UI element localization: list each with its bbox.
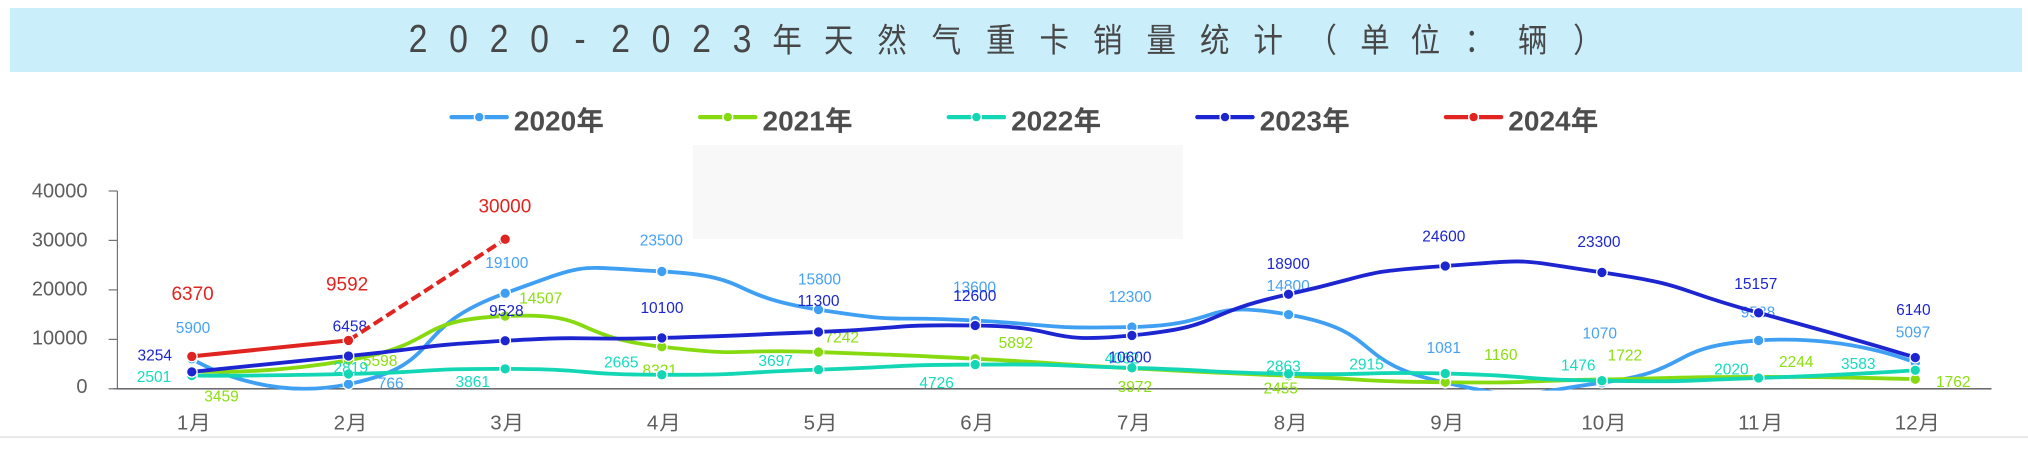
svg-text:3: 3 — [490, 412, 501, 435]
svg-text:18900: 18900 — [1267, 256, 1310, 273]
svg-text:5: 5 — [804, 412, 815, 435]
svg-text:2: 2 — [409, 17, 428, 61]
svg-text:2819: 2819 — [334, 360, 368, 377]
svg-text:5900: 5900 — [176, 320, 211, 337]
svg-text:15157: 15157 — [1734, 276, 1777, 293]
svg-text:0: 0 — [652, 17, 671, 61]
svg-text:9592: 9592 — [326, 274, 368, 295]
svg-text:10100: 10100 — [640, 300, 683, 317]
svg-text:1: 1 — [177, 412, 188, 435]
svg-text:6140: 6140 — [1896, 302, 1931, 319]
svg-text:11300: 11300 — [798, 293, 840, 310]
svg-text:8: 8 — [1274, 412, 1285, 435]
svg-text:6: 6 — [960, 412, 971, 435]
svg-text:3697: 3697 — [758, 353, 792, 370]
svg-text:2455: 2455 — [1263, 381, 1297, 398]
svg-text:5892: 5892 — [999, 335, 1033, 352]
svg-text:2023: 2023 — [1260, 106, 1322, 137]
svg-text:-: - — [574, 17, 585, 61]
svg-text:3459: 3459 — [204, 388, 238, 405]
svg-text:2665: 2665 — [604, 355, 638, 372]
svg-text:1081: 1081 — [1426, 340, 1460, 357]
svg-text:4062: 4062 — [1105, 350, 1139, 367]
svg-text:7242: 7242 — [825, 329, 859, 346]
svg-text:13600: 13600 — [953, 280, 996, 297]
svg-text:1476: 1476 — [1561, 357, 1595, 374]
svg-text:2915: 2915 — [1349, 357, 1383, 374]
svg-text:30000: 30000 — [32, 230, 88, 252]
svg-text:10600: 10600 — [1108, 350, 1151, 367]
svg-text:2244: 2244 — [1779, 354, 1814, 371]
svg-text:5598: 5598 — [363, 353, 397, 370]
svg-text:12600: 12600 — [953, 288, 996, 305]
svg-text:12300: 12300 — [1109, 289, 1152, 306]
svg-text:4: 4 — [647, 412, 658, 435]
svg-text:2022: 2022 — [1011, 106, 1073, 137]
svg-text:1722: 1722 — [1608, 348, 1642, 365]
svg-text:2: 2 — [611, 17, 630, 61]
svg-text:2: 2 — [334, 412, 345, 435]
svg-text:5097: 5097 — [1896, 325, 1930, 342]
svg-text:2: 2 — [490, 17, 509, 61]
svg-text:19100: 19100 — [485, 255, 528, 272]
svg-text:12: 12 — [1895, 412, 1918, 435]
svg-text:766: 766 — [378, 376, 404, 393]
svg-text:9528: 9528 — [489, 303, 523, 320]
svg-text:2020: 2020 — [1714, 362, 1749, 379]
svg-text:23500: 23500 — [640, 233, 683, 250]
svg-text:3: 3 — [733, 17, 752, 61]
svg-text:1762: 1762 — [1936, 374, 1970, 391]
svg-text:2: 2 — [692, 17, 711, 61]
svg-text:6458: 6458 — [333, 318, 367, 335]
svg-text:1070: 1070 — [1583, 326, 1618, 343]
svg-text:3972: 3972 — [1118, 379, 1152, 396]
svg-text:2021: 2021 — [763, 106, 825, 137]
svg-text:20000: 20000 — [32, 278, 88, 300]
svg-text:0: 0 — [449, 17, 468, 61]
svg-text:0: 0 — [76, 376, 87, 398]
svg-text:3861: 3861 — [456, 374, 490, 391]
svg-text:6370: 6370 — [171, 284, 213, 305]
svg-text:9: 9 — [1430, 412, 1441, 435]
svg-text:40000: 40000 — [32, 181, 88, 203]
svg-text:0: 0 — [530, 17, 549, 61]
svg-text:2020: 2020 — [514, 106, 576, 137]
svg-text:4726: 4726 — [919, 375, 953, 392]
svg-text:10: 10 — [1581, 412, 1604, 435]
svg-text:2024: 2024 — [1508, 106, 1571, 137]
svg-text:24600: 24600 — [1422, 228, 1465, 245]
svg-text:7: 7 — [1117, 412, 1128, 435]
svg-text:15800: 15800 — [798, 271, 841, 288]
svg-text:11: 11 — [1738, 412, 1759, 435]
svg-text:23300: 23300 — [1577, 234, 1620, 251]
svg-text:2863: 2863 — [1266, 359, 1300, 376]
svg-text:3254: 3254 — [137, 347, 172, 364]
svg-text:2501: 2501 — [137, 369, 171, 386]
svg-text:14507: 14507 — [519, 291, 562, 308]
svg-text:10000: 10000 — [32, 327, 88, 349]
svg-text:30000: 30000 — [478, 197, 531, 218]
svg-text:3583: 3583 — [1841, 356, 1875, 373]
svg-text:1160: 1160 — [1484, 347, 1518, 364]
